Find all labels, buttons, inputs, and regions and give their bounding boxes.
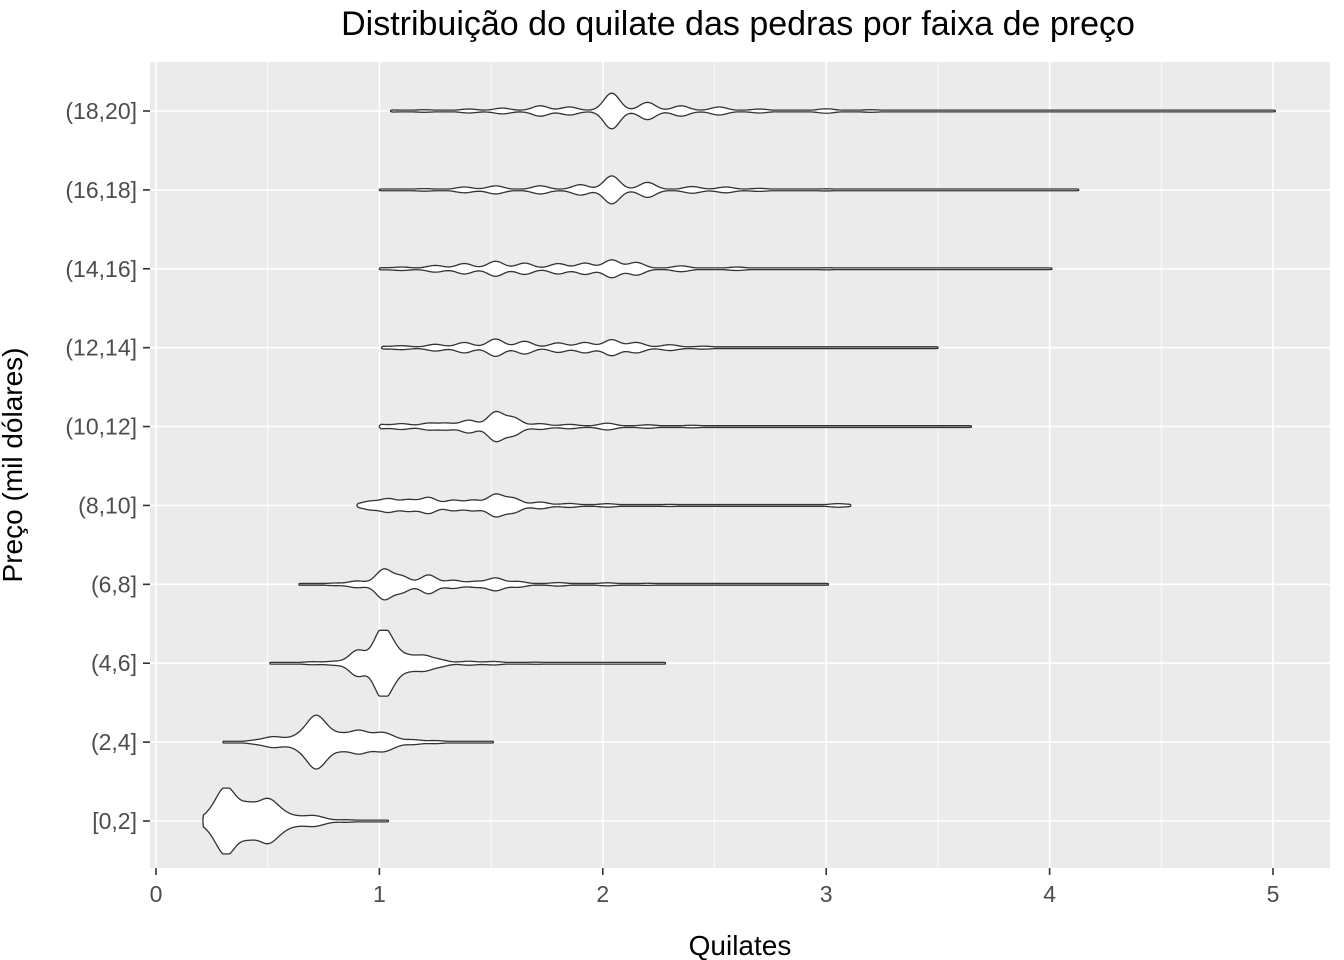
y-axis-title: Preço (mil dólares) <box>0 348 28 583</box>
y-tick-label: (16,18] <box>65 177 137 203</box>
violin-(2,4] <box>222 714 494 770</box>
y-tick-label: (8,10] <box>78 492 137 518</box>
y-tick-label: (4,6] <box>91 650 137 676</box>
x-tick-label: 1 <box>373 881 386 907</box>
violin-(14,16] <box>378 259 1053 279</box>
y-tick-label: (14,16] <box>65 256 137 282</box>
x-tick-label: 3 <box>820 881 833 907</box>
y-tick-label: (12,14] <box>65 335 137 361</box>
x-axis: 0 1 2 3 4 5 <box>150 868 1280 907</box>
x-tick-label: 4 <box>1043 881 1056 907</box>
violin-(12,14] <box>380 338 939 357</box>
y-tick-label: (2,4] <box>91 729 137 755</box>
y-tick-label: (18,20] <box>65 98 137 124</box>
x-tick-label: 2 <box>596 881 609 907</box>
x-tick-label: 0 <box>150 881 163 907</box>
y-axis: [0,2] (2,4] (4,6] (6,8] (8,10] (10,12] (12,14]… <box>65 98 150 834</box>
x-axis-title: Quilates <box>689 930 792 960</box>
violin-(16,18] <box>378 175 1080 205</box>
x-tick-label: 5 <box>1267 881 1280 907</box>
chart-title: Distribuição do quilate das pedras por f… <box>341 5 1135 43</box>
violin-[0,2] <box>202 787 389 855</box>
violin-(8,10] <box>356 493 852 518</box>
violin-(18,20] <box>389 92 1276 130</box>
grid-minor <box>267 62 1162 868</box>
y-tick-label: (10,12] <box>65 414 137 440</box>
violins <box>202 92 1276 855</box>
y-tick-label: [0,2] <box>92 808 137 834</box>
violin-(4,6] <box>269 629 666 697</box>
violin-(6,8] <box>298 568 830 601</box>
violin-(10,12] <box>378 410 973 443</box>
y-tick-label: (6,8] <box>91 571 137 597</box>
